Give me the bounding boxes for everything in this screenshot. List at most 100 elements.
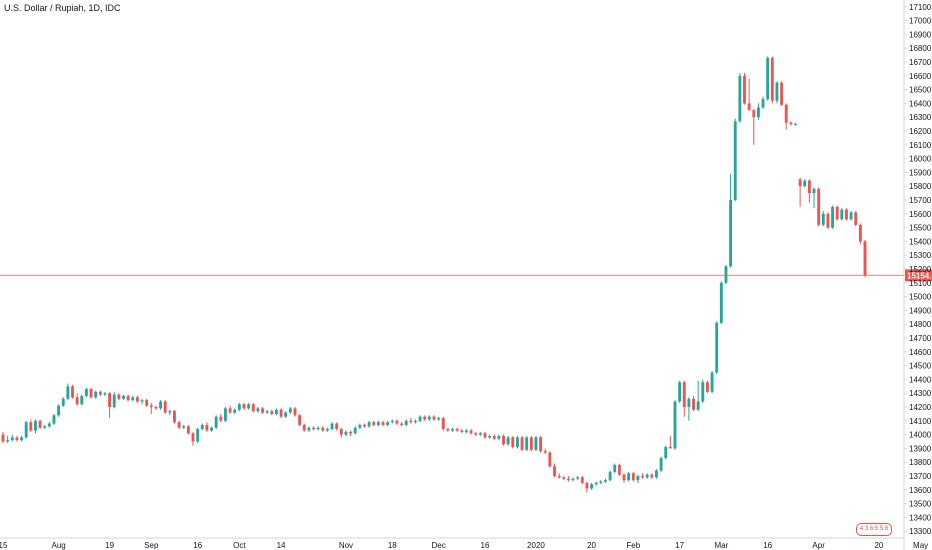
candle-body — [794, 124, 797, 126]
candle-body — [386, 422, 390, 425]
candle-body — [747, 103, 751, 111]
candle-body — [20, 437, 23, 441]
x-tick-label: 14 — [277, 541, 286, 550]
candle-body — [696, 401, 700, 410]
candle-body — [52, 415, 56, 424]
x-tick-label: 16 — [481, 541, 490, 550]
y-tick-label: 16200.0 — [909, 127, 932, 136]
candle-body — [349, 431, 353, 434]
candle-body — [608, 471, 612, 481]
candle-body — [214, 416, 218, 428]
candle-body — [251, 404, 255, 412]
candle-body — [353, 427, 357, 434]
candle-body — [650, 474, 654, 478]
candle-body — [57, 405, 61, 416]
candle-body — [705, 382, 709, 392]
y-tick-label: 15200.0 — [909, 265, 932, 274]
candle-body — [506, 437, 510, 445]
y-tick-label: 15600.0 — [909, 210, 932, 219]
candle-body — [627, 473, 631, 481]
candle-body — [418, 416, 422, 421]
candle-body — [617, 464, 621, 475]
y-tick-label: 13800.0 — [909, 458, 932, 467]
candle-body — [752, 110, 756, 118]
y-tick-label: 14900.0 — [909, 306, 932, 315]
candle-body — [807, 180, 811, 194]
candle-body — [553, 466, 556, 477]
candle-body — [784, 104, 788, 123]
candle-body — [539, 437, 543, 452]
candle-body — [71, 386, 74, 398]
y-tick-label: 15300.0 — [909, 251, 932, 260]
y-tick-label: 15400.0 — [909, 237, 932, 246]
candle-body — [423, 416, 427, 420]
x-axis: 15 Aug 19 Sep 16 Oct 14 Nov 18 Dec 16 2020 20 Feb 17 Ma… — [0, 537, 928, 550]
candle-body — [483, 433, 487, 438]
candle-body — [770, 57, 774, 101]
candle-body — [543, 451, 547, 453]
y-tick-label: 14300.0 — [909, 389, 932, 398]
x-tick-label: 20 — [874, 541, 883, 550]
candle-body — [414, 420, 417, 423]
candle-body — [446, 429, 450, 431]
candle-body — [163, 401, 167, 413]
candle-body — [687, 398, 691, 408]
candle-body — [94, 391, 98, 398]
candle-body — [455, 429, 459, 431]
candle-body — [858, 224, 862, 242]
x-tick-label: Mar — [714, 541, 728, 550]
y-tick-label: 14600.0 — [909, 348, 932, 357]
indicator-badge[interactable]: 4 3 6 5 5 6 — [856, 523, 892, 536]
candle-body — [154, 407, 158, 409]
y-tick-label: 16500.0 — [909, 86, 932, 95]
candle-body — [43, 426, 47, 428]
candle-body — [710, 372, 714, 392]
candle-body — [451, 429, 454, 431]
candle-body — [228, 408, 232, 413]
candle-body — [863, 241, 867, 276]
candle-body — [302, 424, 306, 431]
y-tick-label: 14100.0 — [909, 417, 932, 426]
y-tick-label: 14800.0 — [909, 320, 932, 329]
y-tick-label: 13500.0 — [909, 500, 932, 509]
candle-body — [502, 436, 505, 445]
candle-body — [478, 433, 482, 435]
candle-body — [279, 409, 283, 417]
candle-body — [224, 408, 227, 421]
candle-body — [168, 411, 172, 413]
candle-body — [6, 440, 10, 442]
last-price-line: 15154.0 — [0, 269, 932, 282]
candle-body — [636, 476, 640, 481]
candle-body — [200, 424, 204, 430]
candle-body — [529, 437, 533, 450]
y-tick-label: 16000.0 — [909, 155, 932, 164]
candle-body — [112, 394, 116, 408]
candle-body — [511, 437, 515, 448]
y-tick-label: 15000.0 — [909, 293, 932, 302]
candle-body — [89, 389, 93, 398]
y-tick-label: 17000.0 — [909, 17, 932, 26]
candle-body — [590, 484, 594, 489]
candle-body — [631, 473, 635, 481]
candle-body — [80, 395, 84, 405]
candle-body — [604, 480, 607, 482]
x-tick-label: 17 — [675, 541, 684, 550]
candle-body — [715, 322, 719, 373]
candle-body — [316, 427, 320, 430]
x-tick-label: May — [913, 541, 928, 550]
candle-body — [75, 397, 79, 405]
candle-body — [738, 75, 742, 122]
candle-body — [525, 437, 529, 450]
candle-body — [515, 437, 519, 448]
candle-body — [103, 393, 107, 395]
candle-body — [460, 430, 464, 432]
candle-body — [622, 474, 626, 481]
y-tick-label: 15900.0 — [909, 168, 932, 177]
candle-body — [186, 426, 190, 434]
candle-body — [242, 404, 246, 409]
candle-body — [432, 416, 436, 420]
candle-body — [678, 382, 682, 402]
y-tick-label: 16700.0 — [909, 58, 932, 67]
x-tick-label: Nov — [339, 541, 353, 550]
